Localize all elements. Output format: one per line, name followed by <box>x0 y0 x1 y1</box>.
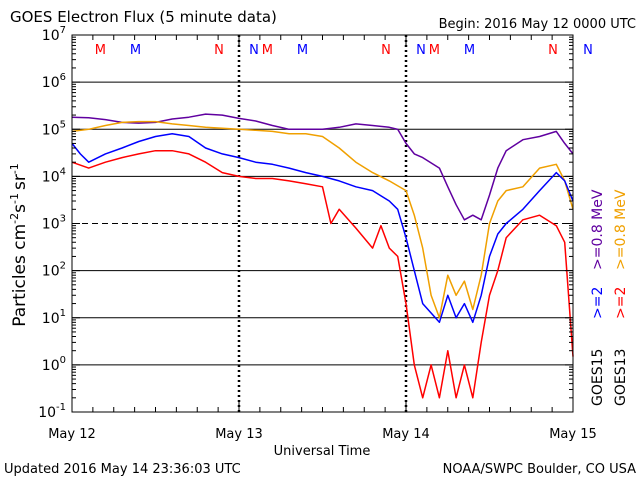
legend-entry: >=2 <box>613 287 629 319</box>
legend: GOES15 >=2 >=0.8 MeV GOES13 >=2 >=0.8 MeV <box>590 189 629 406</box>
marker-n: N <box>381 43 391 58</box>
marker-m: M <box>130 43 141 58</box>
marker-m: M <box>95 43 106 58</box>
legend-entry: >=0.8 MeV <box>590 189 606 270</box>
updated-timestamp: Updated 2016 May 14 23:36:03 UTC <box>4 462 241 477</box>
marker-n: N <box>583 43 593 58</box>
y-tick-label: 10-1 <box>38 402 66 421</box>
legend-entry: >=2 <box>590 287 606 319</box>
chart-title: GOES Electron Flux (5 minute data) <box>10 8 277 26</box>
credit-label: NOAA/SWPC Boulder, CO USA <box>443 462 636 477</box>
y-tick-label: 102 <box>42 261 66 280</box>
marker-n: N <box>214 43 224 58</box>
y-axis-ticks: 107 106 105 104 103 102 101 100 10-1 <box>38 25 573 421</box>
x-tick-label: May 14 <box>382 427 430 442</box>
marker-m: M <box>429 43 440 58</box>
marker-m: M <box>297 43 308 58</box>
legend-satellite: GOES15 <box>590 349 606 406</box>
begin-time-label: Begin: 2016 May 12 0000 UTC <box>439 17 636 32</box>
marker-m: M <box>262 43 273 58</box>
marker-m: M <box>464 43 475 58</box>
y-tick-label: 105 <box>42 119 66 138</box>
legend-satellite: GOES13 <box>613 349 629 406</box>
y-tick-label: 107 <box>42 25 66 44</box>
y-tick-label: 103 <box>42 214 66 233</box>
legend-entry: >=0.8 MeV <box>613 189 629 270</box>
marker-n: N <box>249 43 259 58</box>
series-lines <box>71 113 574 399</box>
y-tick-label: 101 <box>42 308 66 327</box>
marker-n: N <box>548 43 558 58</box>
marker-n: N <box>416 43 426 58</box>
series-line-goes15_low <box>71 113 574 221</box>
series-line-goes15_high <box>71 133 574 324</box>
x-tick-label: May 13 <box>215 427 263 442</box>
series-line-goes13_high <box>71 149 574 399</box>
x-axis-ticks: May 12 May 13 May 14 May 15 <box>48 35 597 442</box>
y-axis-label: Particles cm-2s-1sr-1 <box>8 163 30 327</box>
x-axis-label: Universal Time <box>274 444 371 459</box>
y-tick-label: 104 <box>42 166 66 185</box>
x-tick-label: May 12 <box>48 427 96 442</box>
x-tick-label: May 15 <box>549 427 597 442</box>
series-line-goes13_low <box>71 120 574 319</box>
y-tick-label: 100 <box>42 355 66 374</box>
y-tick-label: 106 <box>42 72 66 91</box>
